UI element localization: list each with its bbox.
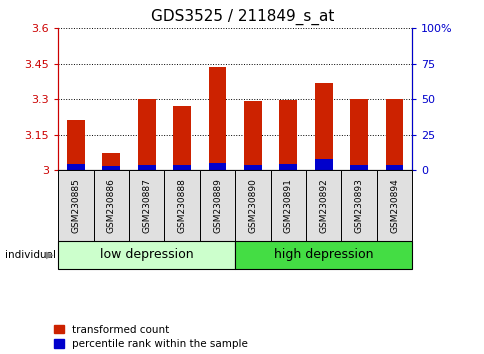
Bar	[376, 170, 411, 241]
Bar	[305, 170, 341, 241]
Text: GSM230885: GSM230885	[71, 178, 80, 233]
Bar	[243, 165, 261, 170]
Bar	[129, 170, 164, 241]
Text: GSM230891: GSM230891	[283, 178, 292, 233]
Text: GSM230890: GSM230890	[248, 178, 257, 233]
Bar	[279, 164, 297, 170]
Bar	[102, 153, 120, 170]
Bar	[385, 165, 403, 170]
Text: GSM230894: GSM230894	[389, 178, 398, 233]
Bar	[58, 241, 235, 269]
Text: GSM230886: GSM230886	[106, 178, 116, 233]
Bar	[385, 99, 403, 170]
Bar	[173, 165, 191, 170]
Bar	[341, 170, 376, 241]
Text: GSM230893: GSM230893	[354, 178, 363, 233]
Text: individual: individual	[5, 250, 56, 260]
Bar	[93, 170, 129, 241]
Bar	[164, 170, 199, 241]
Text: GSM230892: GSM230892	[318, 178, 328, 233]
Bar	[67, 164, 85, 170]
Bar	[58, 170, 93, 241]
Text: high depression: high depression	[273, 249, 373, 261]
Bar	[270, 170, 305, 241]
Legend: transformed count, percentile rank within the sample: transformed count, percentile rank withi…	[54, 325, 248, 349]
Bar	[173, 106, 191, 170]
Bar	[199, 170, 235, 241]
Text: GSM230888: GSM230888	[177, 178, 186, 233]
Bar	[314, 159, 332, 170]
Bar	[137, 99, 155, 170]
Bar	[208, 67, 226, 170]
Bar	[235, 241, 411, 269]
Bar	[208, 163, 226, 170]
Bar	[349, 165, 367, 170]
Text: ▶: ▶	[46, 250, 53, 260]
Text: GSM230887: GSM230887	[142, 178, 151, 233]
Bar	[67, 120, 85, 170]
Bar	[235, 170, 270, 241]
Bar	[349, 99, 367, 170]
Bar	[279, 100, 297, 170]
Bar	[243, 102, 261, 170]
Bar	[102, 166, 120, 170]
Bar	[314, 82, 332, 170]
Text: low depression: low depression	[100, 249, 193, 261]
Bar	[137, 165, 155, 170]
Text: GDS3525 / 211849_s_at: GDS3525 / 211849_s_at	[151, 9, 333, 25]
Text: GSM230889: GSM230889	[212, 178, 222, 233]
